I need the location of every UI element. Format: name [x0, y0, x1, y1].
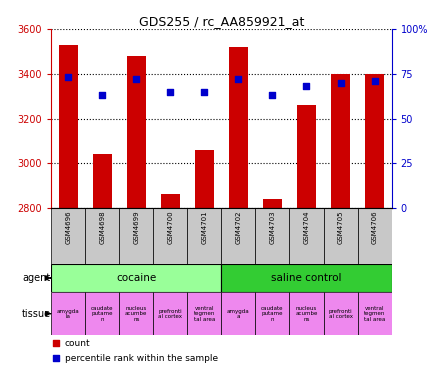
- Point: [99, 93, 106, 98]
- Bar: [119, 208, 153, 264]
- Bar: [290, 208, 324, 264]
- Bar: [324, 208, 358, 264]
- Bar: [127, 56, 146, 208]
- Text: GSM4704: GSM4704: [303, 211, 309, 244]
- Text: GSM4706: GSM4706: [372, 211, 377, 244]
- Bar: [222, 208, 255, 264]
- Point: [201, 89, 208, 95]
- Point: [53, 340, 60, 346]
- Text: tissue: tissue: [21, 309, 50, 319]
- Text: GSM4701: GSM4701: [202, 211, 207, 244]
- Bar: [263, 199, 282, 208]
- Text: prefronti
al cortex: prefronti al cortex: [328, 309, 352, 319]
- Bar: [297, 105, 316, 208]
- Bar: [365, 74, 384, 208]
- Point: [167, 89, 174, 95]
- Bar: [255, 208, 290, 264]
- Point: [303, 83, 310, 89]
- Point: [337, 80, 344, 86]
- Bar: [324, 292, 358, 335]
- Bar: [93, 154, 112, 208]
- Text: GSM4702: GSM4702: [235, 211, 241, 244]
- Text: GSM4699: GSM4699: [134, 211, 139, 244]
- Point: [269, 93, 276, 98]
- Bar: [85, 208, 119, 264]
- Text: nucleus
acumbe
ns: nucleus acumbe ns: [295, 306, 318, 322]
- Bar: [229, 47, 248, 208]
- Point: [65, 75, 72, 81]
- Bar: [290, 292, 324, 335]
- Bar: [222, 264, 392, 292]
- Bar: [187, 208, 222, 264]
- Bar: [153, 292, 187, 335]
- Bar: [85, 292, 119, 335]
- Bar: [331, 74, 350, 208]
- Text: caudate
putame
n: caudate putame n: [261, 306, 284, 322]
- Bar: [358, 292, 392, 335]
- Point: [133, 76, 140, 82]
- Bar: [161, 194, 180, 208]
- Title: GDS255 / rc_AA859921_at: GDS255 / rc_AA859921_at: [139, 15, 304, 28]
- Text: ventral
tegmen
tal area: ventral tegmen tal area: [194, 306, 215, 322]
- Bar: [187, 292, 222, 335]
- Text: cocaine: cocaine: [116, 273, 156, 283]
- Point: [235, 76, 242, 82]
- Bar: [51, 264, 222, 292]
- Bar: [222, 292, 255, 335]
- Text: GSM4705: GSM4705: [338, 211, 344, 244]
- Text: GSM4703: GSM4703: [270, 211, 275, 244]
- Text: nucleus
acumbe
ns: nucleus acumbe ns: [125, 306, 147, 322]
- Bar: [153, 208, 187, 264]
- Bar: [59, 45, 77, 208]
- Text: percentile rank within the sample: percentile rank within the sample: [65, 354, 218, 363]
- Text: caudate
putame
n: caudate putame n: [91, 306, 113, 322]
- Text: ventral
tegmen
tal area: ventral tegmen tal area: [364, 306, 385, 322]
- Text: GSM4698: GSM4698: [99, 211, 105, 244]
- Point: [53, 355, 60, 361]
- Text: GSM4700: GSM4700: [167, 211, 173, 244]
- Text: agent: agent: [22, 273, 50, 283]
- Text: prefronti
al cortex: prefronti al cortex: [158, 309, 182, 319]
- Text: GSM4696: GSM4696: [65, 211, 71, 244]
- Point: [371, 78, 378, 84]
- Bar: [51, 208, 85, 264]
- Bar: [358, 208, 392, 264]
- Text: saline control: saline control: [271, 273, 342, 283]
- Bar: [119, 292, 153, 335]
- Text: amygda
la: amygda la: [57, 309, 80, 319]
- Text: count: count: [65, 339, 90, 348]
- Bar: [195, 150, 214, 208]
- Bar: [51, 292, 85, 335]
- Text: amygda
a: amygda a: [227, 309, 250, 319]
- Bar: [255, 292, 290, 335]
